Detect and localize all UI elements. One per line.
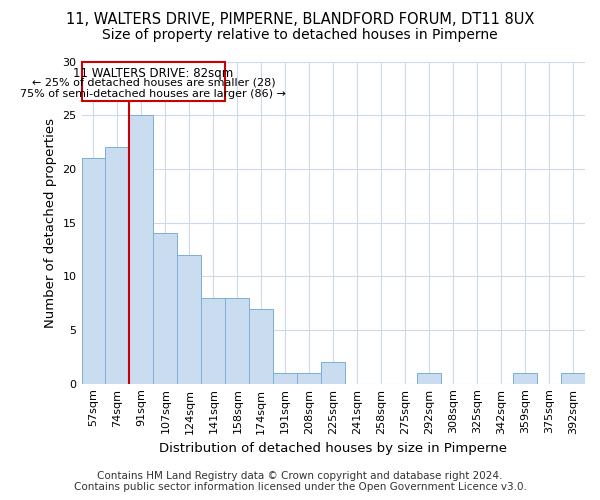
Bar	[226, 298, 250, 384]
Bar	[321, 362, 345, 384]
Text: Size of property relative to detached houses in Pimperne: Size of property relative to detached ho…	[102, 28, 498, 42]
Bar	[130, 115, 154, 384]
Bar	[154, 234, 178, 384]
Bar	[417, 373, 441, 384]
Bar	[82, 158, 106, 384]
Bar	[274, 373, 297, 384]
Y-axis label: Number of detached properties: Number of detached properties	[44, 118, 57, 328]
Bar	[178, 255, 202, 384]
Text: Contains HM Land Registry data © Crown copyright and database right 2024.
Contai: Contains HM Land Registry data © Crown c…	[74, 471, 526, 492]
Bar	[106, 148, 130, 384]
FancyBboxPatch shape	[82, 62, 226, 101]
Text: 11, WALTERS DRIVE, PIMPERNE, BLANDFORD FORUM, DT11 8UX: 11, WALTERS DRIVE, PIMPERNE, BLANDFORD F…	[66, 12, 534, 28]
Bar	[202, 298, 226, 384]
Bar	[250, 308, 274, 384]
X-axis label: Distribution of detached houses by size in Pimperne: Distribution of detached houses by size …	[159, 442, 507, 455]
Bar	[561, 373, 585, 384]
Text: 75% of semi-detached houses are larger (86) →: 75% of semi-detached houses are larger (…	[20, 90, 286, 100]
Text: ← 25% of detached houses are smaller (28): ← 25% of detached houses are smaller (28…	[32, 78, 275, 88]
Text: 11 WALTERS DRIVE: 82sqm: 11 WALTERS DRIVE: 82sqm	[73, 67, 233, 80]
Bar	[513, 373, 537, 384]
Bar	[297, 373, 321, 384]
